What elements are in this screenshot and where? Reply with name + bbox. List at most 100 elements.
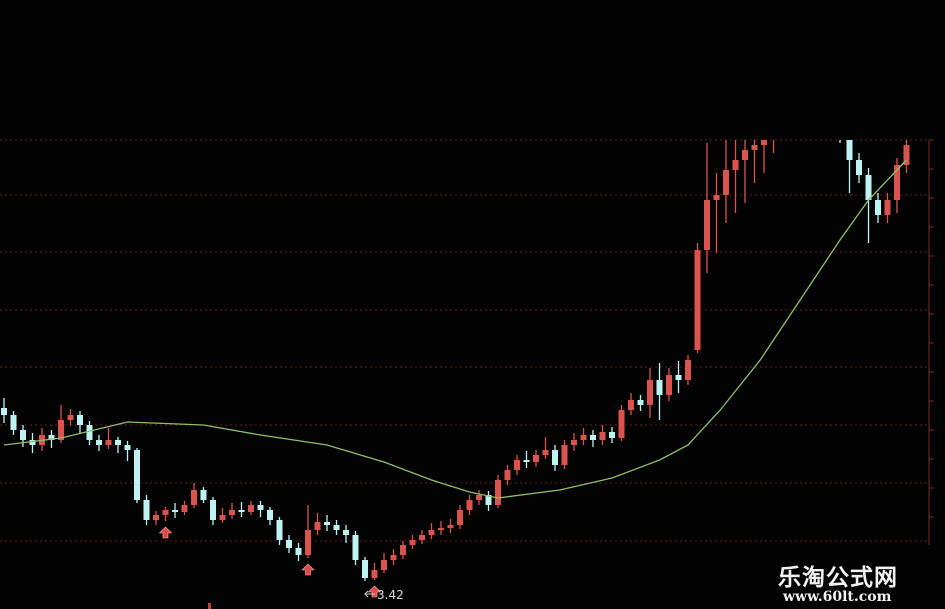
candle-body xyxy=(447,525,454,528)
candle-body xyxy=(571,440,577,445)
candle-body xyxy=(134,450,140,500)
candle-body xyxy=(409,540,416,545)
watermark-name: 乐淘公式网 xyxy=(778,565,898,591)
candle-body xyxy=(799,93,805,113)
candle-body xyxy=(761,140,767,145)
candle-body xyxy=(704,200,710,250)
candle-body xyxy=(580,435,587,440)
candle-body xyxy=(476,495,482,500)
candle-body xyxy=(523,460,530,462)
candles-group xyxy=(1,83,910,581)
candle-body xyxy=(96,440,102,445)
candle-body xyxy=(903,145,910,165)
candle-body xyxy=(29,440,36,445)
candle-body xyxy=(286,540,292,548)
candle-body xyxy=(590,435,596,440)
candle-body xyxy=(846,140,853,160)
candle-body xyxy=(628,400,634,410)
candle-body xyxy=(647,380,653,405)
candle-body xyxy=(352,535,359,560)
candle-body xyxy=(48,435,55,440)
candle-body xyxy=(105,440,112,445)
candle-body xyxy=(875,200,881,215)
candle-body xyxy=(333,525,340,530)
candle-body xyxy=(732,160,739,170)
candle-body xyxy=(162,510,169,515)
candle-body xyxy=(552,450,558,465)
candle-body xyxy=(466,500,473,510)
candle-body xyxy=(343,530,349,535)
candle-body xyxy=(238,510,245,512)
low-price-label: 3.42 xyxy=(377,588,404,602)
candle-body xyxy=(400,545,406,555)
candle-body xyxy=(533,455,539,462)
candle-body xyxy=(723,170,729,195)
buy-arrow-icon xyxy=(158,526,173,539)
candle-body xyxy=(685,360,691,380)
candle-body xyxy=(790,103,796,113)
candle-body xyxy=(609,432,615,438)
candle-body xyxy=(1,408,7,415)
candle-body xyxy=(248,505,254,512)
candle-body xyxy=(295,548,302,555)
candle-body xyxy=(666,375,672,395)
candle-body xyxy=(229,510,235,515)
candle-body xyxy=(514,460,520,470)
candle-body xyxy=(305,530,311,555)
candle-body xyxy=(276,520,283,540)
candle-body xyxy=(200,490,207,500)
candle-body xyxy=(419,535,425,540)
candle-body xyxy=(542,450,549,455)
moving-average-line xyxy=(3,159,907,499)
candle-body xyxy=(86,425,93,440)
candle-body xyxy=(656,380,663,395)
candle-body xyxy=(713,195,720,200)
candle-body xyxy=(191,490,197,505)
candle-body xyxy=(219,515,226,520)
candle-body xyxy=(267,510,273,520)
candle-body xyxy=(856,160,862,175)
buy-arrow-icon xyxy=(367,585,382,598)
candle-body xyxy=(637,400,644,405)
candle-body xyxy=(124,445,131,450)
candle-body xyxy=(428,530,435,535)
candle-body xyxy=(438,528,444,530)
candle-body xyxy=(837,123,843,133)
low-pointer-icon xyxy=(364,590,375,598)
candle-body xyxy=(362,560,368,578)
candle-body xyxy=(751,145,758,150)
candle-body xyxy=(504,470,511,480)
candle-body xyxy=(828,103,834,123)
candle-body xyxy=(257,505,264,510)
candle-body xyxy=(10,415,17,430)
candle-body xyxy=(20,430,26,440)
candle-body xyxy=(457,510,463,525)
candle-body xyxy=(324,522,330,525)
candle-body xyxy=(153,515,159,520)
candle-body xyxy=(694,250,701,350)
candle-body xyxy=(780,103,786,123)
candle-body xyxy=(771,123,777,140)
candle-body xyxy=(390,555,397,560)
candle-body xyxy=(618,410,625,438)
candle-body xyxy=(67,415,74,420)
candle-body xyxy=(561,445,568,465)
candle-body xyxy=(58,420,64,440)
candle-body xyxy=(894,165,900,200)
candle-body xyxy=(818,83,824,103)
candle-body xyxy=(675,375,682,380)
candle-body xyxy=(742,150,748,160)
candle-body xyxy=(172,510,178,512)
bottom-marker xyxy=(208,603,211,609)
candle-body xyxy=(143,500,150,520)
candle-body xyxy=(381,560,387,570)
candle-body xyxy=(599,432,606,440)
candle-body xyxy=(181,505,188,512)
candle-body xyxy=(210,500,216,520)
candle-body xyxy=(865,175,872,200)
candle-body xyxy=(884,200,891,215)
candle-body xyxy=(77,415,83,425)
candle-body xyxy=(495,480,501,505)
buy-arrow-icon xyxy=(301,563,315,576)
